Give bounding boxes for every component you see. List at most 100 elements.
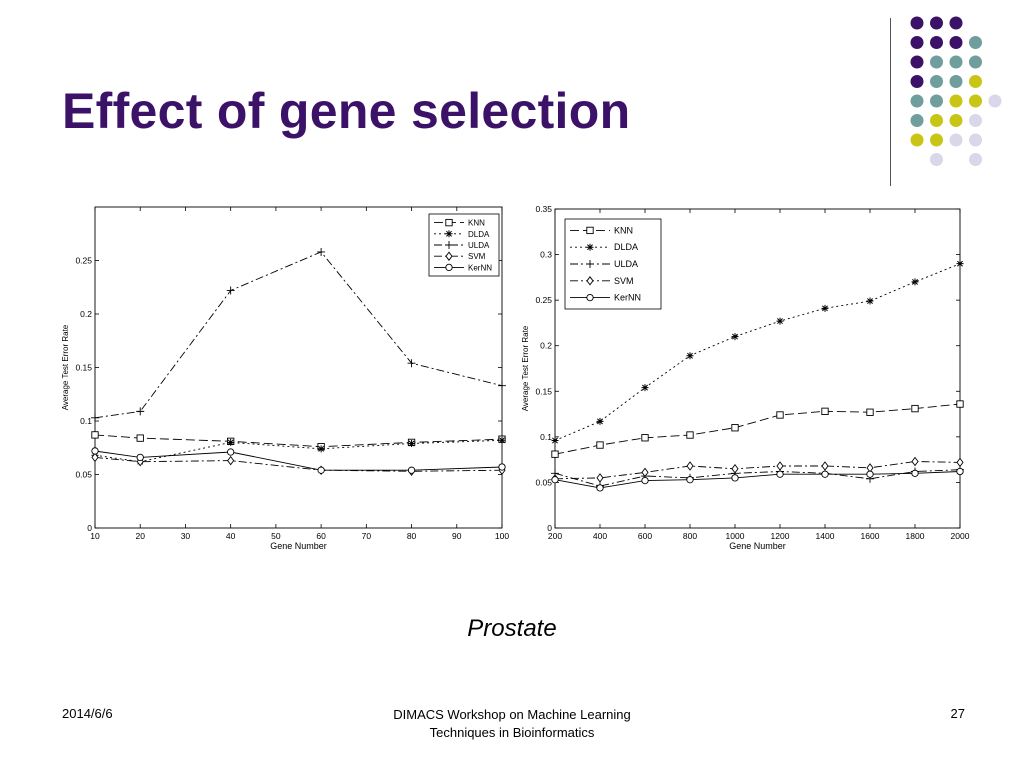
data-point-ulda [226,286,235,295]
slide-title: Effect of gene selection [62,83,631,139]
y-tick-label: 0.1 [80,416,92,426]
decor-dot-teal [930,75,943,88]
data-point-dlda [641,384,649,392]
decor-dot-purple [930,16,943,30]
data-point-svm [596,473,604,483]
x-tick-label: 20 [135,531,145,541]
y-tick-label: 0 [547,523,552,533]
decor-dot-lavender [930,153,943,166]
legend-label-knn: KNN [614,225,633,235]
data-point-svm [686,461,694,471]
legend-marker-dlda [445,230,453,238]
legend-label-kernn: KerNN [614,293,641,303]
y-tick-label: 0.2 [80,309,92,319]
title-divider-line [890,18,891,186]
data-point-kernn [227,448,235,456]
footer-date: 2014/6/6 [62,706,113,721]
legend-label-dlda: DLDA [468,230,490,239]
x-tick-label: 800 [683,531,697,541]
data-point-ulda [498,381,506,390]
decor-dot-yellow [930,133,943,147]
x-tick-label: 1600 [861,531,880,541]
footer-event: DIMACS Workshop on Machine Learning Tech… [312,706,712,742]
decor-dot-lavender [969,114,982,127]
x-tick-label: 2000 [951,531,970,541]
decor-dot-yellow [949,94,963,108]
data-point-svm [731,464,739,474]
data-point-dlda [498,436,506,444]
decor-dot-yellow [969,75,982,88]
data-point-dlda [866,297,874,305]
series-dlda [551,260,964,445]
data-point-kernn [956,467,964,476]
decor-dot-yellow [910,133,924,147]
chart-left: 10 20 30 40 50 60 70 80 90 100 0 0.05 0.1 0.15 0.2 0.25… [61,206,509,551]
data-point-knn [866,408,874,416]
data-point-svm [956,457,964,468]
data-point-kernn [551,476,559,484]
data-point-ulda [317,247,326,256]
data-point-knn [821,407,829,415]
data-point-knn [641,434,649,442]
y-tick-label: 0.15 [75,363,92,373]
chart-right: 200 400 600 800 1000 1200 1400 1600 1800 2000 0 0.0… [521,204,970,551]
x-tick-label: 1400 [816,531,835,541]
legend-marker-ulda [445,241,453,249]
decor-dot-teal [930,94,943,108]
data-point-dlda [408,439,416,447]
decor-dot-purple [910,16,924,30]
decor-dot-purple [910,36,924,49]
y-tick-label: 0.05 [535,477,552,487]
x-tick-label: 40 [226,531,236,541]
data-point-kernn [498,463,506,471]
decor-dot-purple [910,55,924,69]
footer-page-number: 27 [950,706,965,721]
legend-label-ulda: ULDA [468,241,490,250]
data-point-knn [956,400,964,408]
data-point-knn [136,434,144,442]
series-line-knn [94,434,503,448]
x-tick-label: 70 [362,531,372,541]
y-tick-label: 0 [87,523,92,533]
y-axis-label: Average Test Error Rate [521,325,530,411]
data-point-knn [91,431,99,439]
legend-marker-svm [445,251,453,261]
data-point-knn [776,411,784,419]
legend-label-dlda: DLDA [614,242,638,252]
decor-dot-teal [949,55,963,69]
data-point-svm [641,467,649,478]
data-point-dlda [911,278,919,286]
y-axis-label: Average Test Error Rate [61,324,70,410]
y-tick-label: 0.2 [540,341,552,351]
decor-dot-lavender [988,94,1002,108]
x-tick-label: 600 [638,531,652,541]
x-tick-label: 10 [90,531,100,541]
series-svm [551,456,964,484]
footer-event-line1: DIMACS Workshop on Machine Learning [393,707,631,722]
y-tick-label: 0.25 [535,295,552,305]
chart-legend: KNN DLDA ULDA SVM KerNN [428,213,500,277]
data-point-svm [821,461,829,471]
x-tick-label: 60 [316,531,326,541]
decor-dot-yellow [930,114,943,127]
legend-label-svm: SVM [468,252,486,261]
data-point-dlda [821,304,829,312]
series-line-kernn [554,471,961,489]
decor-dot-teal [949,75,963,88]
decor-dot-teal [930,55,943,69]
data-point-knn [686,431,694,439]
decor-dot-purple [910,75,924,88]
data-point-dlda [776,317,784,325]
series-line-svm [554,461,961,480]
y-tick-label: 0.1 [540,432,552,442]
data-point-kernn [91,447,99,455]
x-tick-label: 100 [495,531,509,541]
data-point-ulda [91,413,99,422]
data-point-svm [91,452,99,463]
data-point-kernn [641,476,649,485]
decor-dot-teal [910,114,924,127]
decor-dot-purple [930,36,943,49]
data-point-dlda [596,417,604,425]
decor-dot-yellow [949,114,963,127]
data-point-kernn [407,466,416,474]
